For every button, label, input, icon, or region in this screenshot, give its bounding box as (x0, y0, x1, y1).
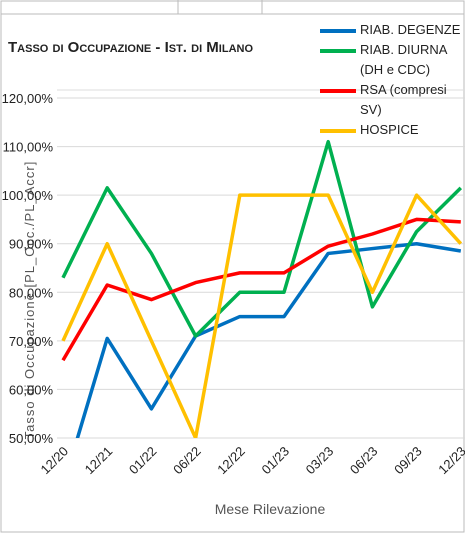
legend-item: HOSPICE (318, 120, 465, 140)
y-tick-label: 100,00% (2, 188, 54, 203)
legend-item: RSA (compresi SV) (318, 80, 465, 120)
x-tick-label: 01/22 (126, 444, 160, 478)
series-line (61, 193, 463, 438)
series-line (61, 139, 463, 338)
y-tick-label: 90,00% (9, 237, 54, 252)
legend-swatch (320, 49, 356, 53)
x-tick-label: 01/23 (259, 444, 293, 478)
legend: RIAB. DEGENZE RIAB. DIURNA (DH e CDC) RSA … (318, 20, 465, 140)
plot (61, 139, 463, 438)
legend-item: RIAB. DIURNA (DH e CDC) (318, 40, 465, 80)
legend-label: RIAB. DIURNA (DH e CDC) (360, 42, 447, 77)
y-tick-label: 70,00% (9, 334, 54, 349)
x-tick-label: 12/21 (82, 444, 116, 478)
legend-label: RSA (compresi SV) (360, 82, 447, 117)
x-tick-label: 12/22 (214, 444, 248, 478)
y-tick-label: 60,00% (9, 382, 54, 397)
x-tick-label: 06/22 (170, 444, 204, 478)
chart-title: Tasso di Occupazione - Ist. di Milano (8, 39, 253, 56)
x-tick-label: 06/23 (347, 444, 381, 478)
legend-item: RIAB. DEGENZE (318, 20, 465, 40)
y-tick-label: 80,00% (9, 285, 54, 300)
legend-label: HOSPICE (360, 122, 419, 137)
y-tick-label: 50,00% (9, 431, 54, 446)
series-line (61, 217, 461, 362)
legend-swatch (320, 29, 356, 33)
legend-swatch (320, 89, 356, 93)
x-tick-label: 12/20 (38, 444, 72, 478)
legend-label: RIAB. DEGENZE (360, 22, 461, 37)
y-tick-label: 120,00% (2, 91, 54, 106)
y-axis-label: Tasso di Occupazione [PL_Occ./PL_Accr] (22, 161, 37, 440)
x-tick-label: 12/23 (435, 444, 465, 478)
y-tick-label: 110,00% (3, 140, 54, 155)
x-tick-label: 03/23 (303, 444, 337, 478)
legend-swatch (320, 129, 356, 133)
x-tick-label: 09/23 (391, 444, 425, 478)
x-axis-label: Mese Rilevazione (215, 501, 326, 517)
